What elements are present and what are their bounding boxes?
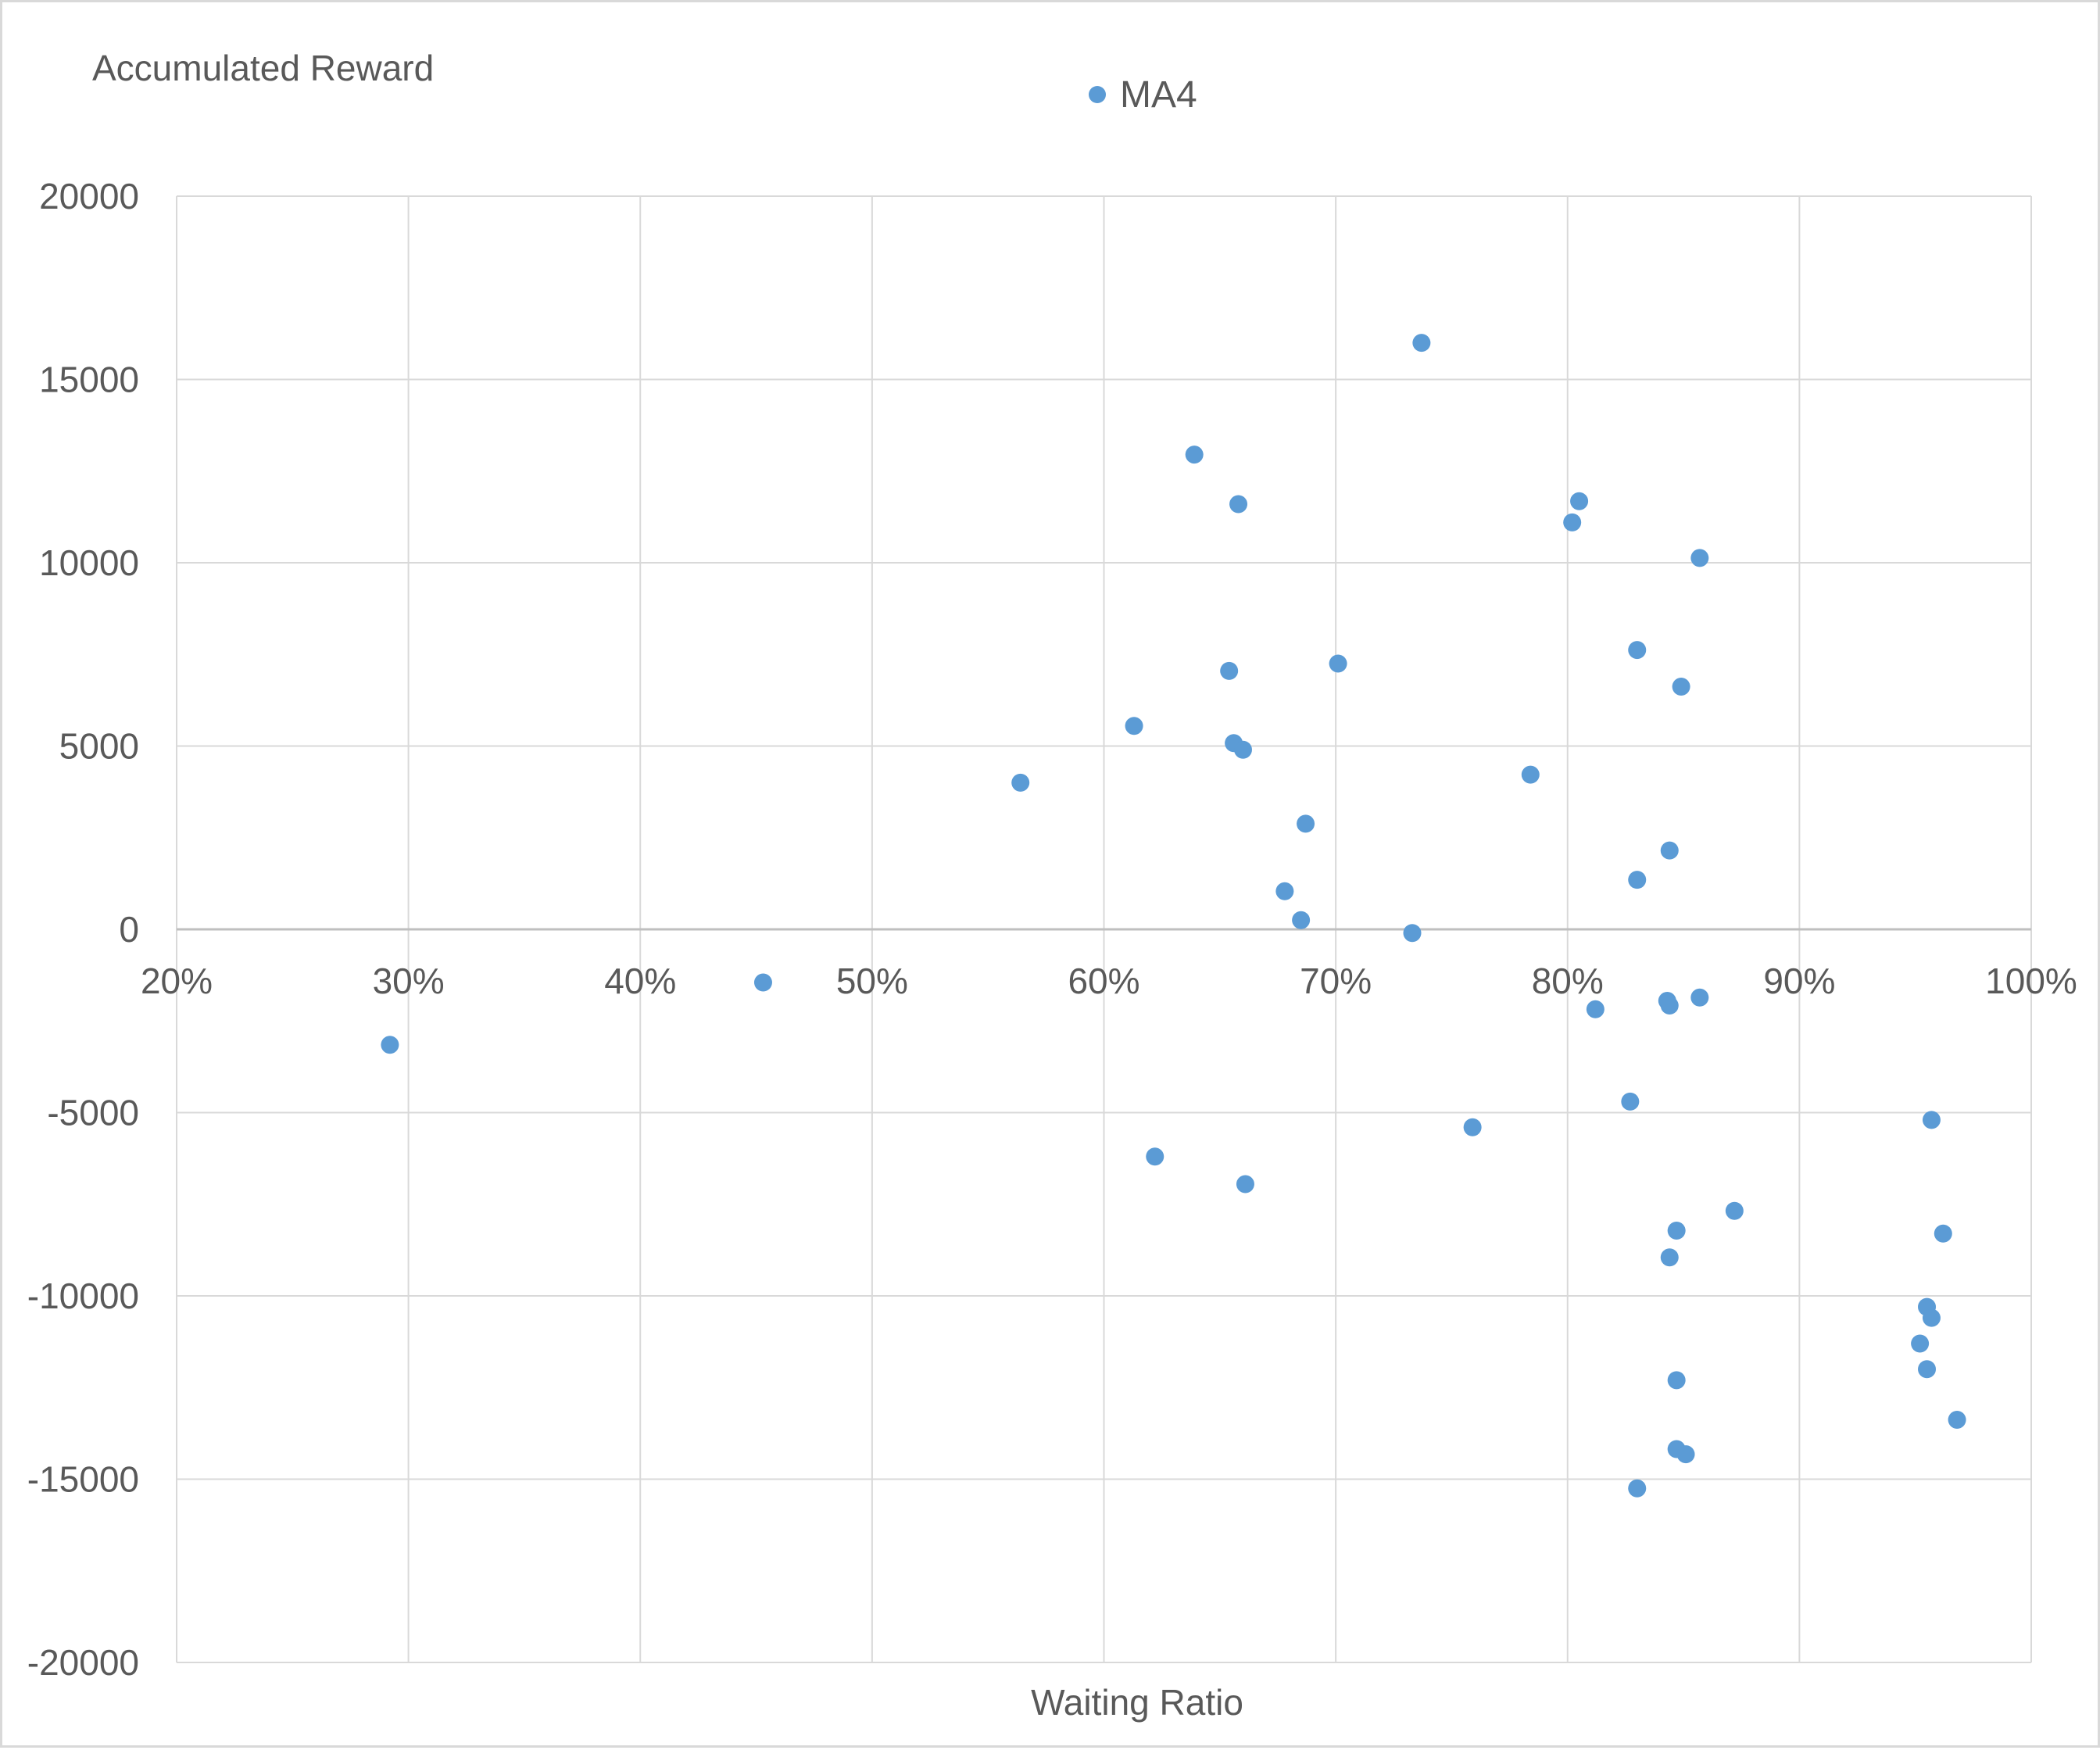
data-point	[1948, 1411, 1966, 1430]
data-point	[1220, 661, 1239, 680]
data-point	[1233, 740, 1252, 759]
data-point	[1660, 1248, 1679, 1267]
data-point	[1146, 1147, 1164, 1166]
gridlines	[176, 195, 2032, 1663]
data-point	[1628, 871, 1647, 889]
data-point	[1403, 924, 1422, 943]
data-point	[1563, 513, 1582, 531]
y-axis-title: Accumulated Reward	[92, 48, 434, 88]
y-axis-tick-labels: 20000 15000 10000 5000 0 -5000 -10000 -15000 -20…	[27, 176, 139, 1683]
data-point	[1918, 1360, 1937, 1379]
data-point	[1628, 641, 1647, 660]
x-tick-label: 60%	[1068, 961, 1139, 1001]
data-point	[1412, 334, 1431, 353]
y-tick-label: 10000	[39, 542, 139, 583]
data-point	[1329, 654, 1347, 673]
data-point	[1922, 1308, 1941, 1327]
y-tick-label: 20000	[39, 176, 139, 217]
y-tick-label: 5000	[59, 726, 139, 767]
data-point	[753, 973, 772, 992]
y-tick-label: -10000	[27, 1276, 139, 1316]
legend-label-ma4: MA4	[1120, 74, 1197, 116]
data-point	[381, 1036, 399, 1054]
data-point	[1229, 495, 1248, 514]
data-point	[1667, 1222, 1686, 1240]
data-point	[1292, 911, 1311, 929]
data-point	[1911, 1334, 1930, 1353]
y-tick-label: 0	[119, 909, 139, 950]
data-point	[1934, 1224, 1952, 1243]
legend: MA4	[1089, 74, 1197, 116]
data-point	[1690, 988, 1709, 1007]
data-point	[1690, 549, 1709, 567]
data-point	[1667, 1371, 1686, 1390]
data-point	[1621, 1092, 1640, 1111]
x-tick-label: 100%	[1985, 961, 2077, 1001]
x-tick-label: 80%	[1532, 961, 1604, 1001]
data-point	[1725, 1201, 1744, 1220]
y-tick-label: 15000	[39, 360, 139, 400]
data-point	[1672, 678, 1690, 696]
data-point	[1660, 841, 1679, 860]
y-tick-label: -15000	[27, 1459, 139, 1500]
data-point	[1125, 717, 1143, 735]
x-tick-label: 50%	[836, 961, 908, 1001]
data-point	[1570, 492, 1589, 510]
data-point	[1676, 1445, 1695, 1464]
x-tick-label: 90%	[1763, 961, 1835, 1001]
data-points	[381, 334, 1966, 1498]
y-tick-label: -5000	[47, 1093, 139, 1133]
y-tick-label: -20000	[27, 1642, 139, 1683]
data-point	[1297, 814, 1315, 833]
data-point	[1185, 446, 1204, 464]
data-point	[1521, 765, 1540, 784]
data-point	[1236, 1175, 1254, 1194]
x-axis-tick-labels: 20% 30% 40% 50% 60% 70% 80% 90% 100%	[141, 961, 2077, 1001]
legend-marker-ma4	[1089, 86, 1106, 103]
data-point	[1586, 1000, 1605, 1018]
x-axis-title: Waiting Ratio	[1031, 1682, 1243, 1723]
x-tick-label: 70%	[1300, 961, 1372, 1001]
data-point	[1275, 882, 1294, 900]
x-tick-label: 40%	[604, 961, 676, 1001]
data-point	[1922, 1111, 1941, 1129]
data-point	[1660, 997, 1679, 1015]
x-tick-label: 30%	[373, 961, 445, 1001]
data-point	[1628, 1479, 1647, 1498]
x-tick-label: 20%	[141, 961, 213, 1001]
data-point	[1011, 773, 1030, 792]
data-point	[1463, 1118, 1482, 1136]
